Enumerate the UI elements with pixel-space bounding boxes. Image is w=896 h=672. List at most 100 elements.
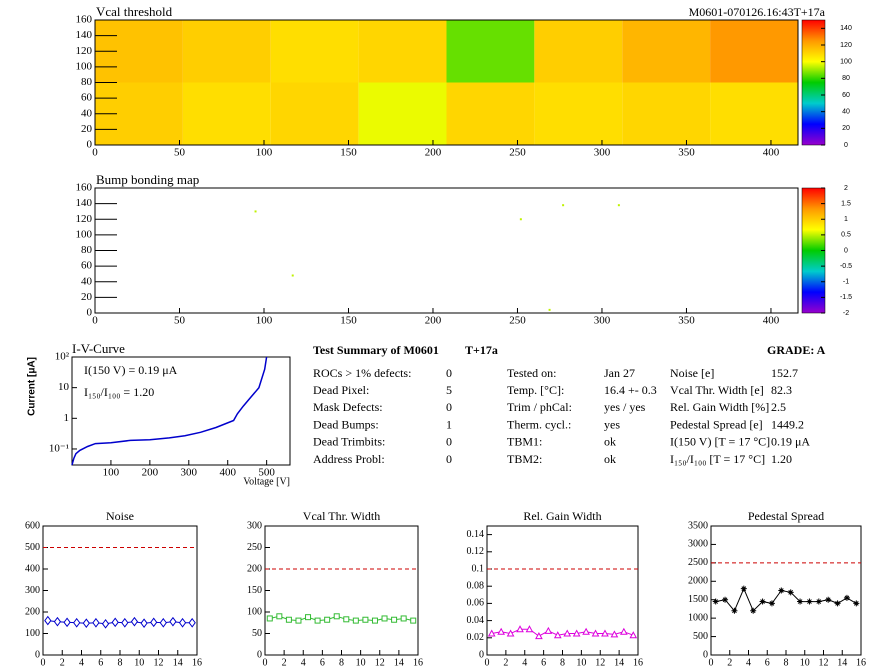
heatmap-cell	[710, 20, 798, 83]
x-tick-label: 6	[541, 657, 546, 668]
x-tick-label: 300	[181, 467, 198, 479]
summary-value: 0.19 μA	[771, 435, 810, 449]
y-tick-label: 120	[76, 45, 93, 57]
marker	[834, 600, 841, 607]
marker	[362, 616, 369, 623]
marker	[410, 617, 417, 624]
x-tick-label: 100	[256, 315, 273, 327]
heatmap-cell	[182, 82, 271, 145]
marker	[73, 617, 81, 628]
marker	[159, 617, 167, 628]
y-tick-label: 100	[247, 606, 262, 617]
y-tick-label: 400	[25, 563, 40, 574]
x-tick-label: 100	[103, 467, 120, 479]
summary-label: Address Probl:	[313, 452, 385, 466]
summary-value: 16.4 +- 0.3	[604, 383, 657, 397]
x-tick-label: 2	[727, 657, 732, 668]
x-tick-label: 400	[763, 315, 780, 327]
y-tick-label: 0.08	[467, 580, 485, 591]
y-tick-label: 20	[81, 291, 93, 303]
marker	[44, 615, 52, 626]
y-tick-label: 0	[703, 649, 708, 660]
marker	[750, 607, 757, 614]
y-tick-label: 120	[76, 213, 93, 225]
marker	[825, 596, 832, 603]
x-tick-label: 0	[41, 657, 46, 668]
data-line	[269, 615, 414, 622]
marker	[381, 615, 388, 622]
y-tick-label: 0	[35, 649, 40, 660]
y-tick-label: 0	[87, 139, 93, 151]
summary-value: 0	[446, 452, 452, 466]
marker	[506, 629, 515, 637]
marker	[712, 598, 719, 605]
summary-label: Pedestal Spread [e]	[670, 417, 763, 431]
x-tick-label: 50	[174, 315, 186, 327]
marker	[582, 627, 590, 635]
z-tick-label: 2	[844, 185, 848, 192]
x-tick-label: 350	[678, 147, 695, 159]
y-tick-label: 2500	[688, 557, 708, 568]
x-tick-label: 100	[256, 147, 273, 159]
summary-label: Noise [e]	[670, 366, 714, 380]
annotation: I₁₅₀/I₁₀₀ = 1.20	[84, 385, 154, 399]
heatmap-cell	[358, 20, 447, 83]
hit-pixel	[519, 218, 522, 221]
summary-label: Rel. Gain Width [%]	[670, 400, 769, 414]
x-tick-label: 300	[594, 147, 611, 159]
marker	[843, 594, 850, 601]
y-tick-label: 140	[76, 197, 93, 209]
y-tick-label: 500	[693, 631, 708, 642]
x-tick-label: 16	[856, 657, 866, 668]
y-tick-label: 1500	[688, 594, 708, 605]
panel-title: Vcal Thr. Width	[303, 509, 380, 523]
z-tick-label: 120	[840, 42, 852, 49]
x-tick-label: 2	[60, 657, 65, 668]
x-tick-label: 4	[79, 657, 84, 668]
data-line	[71, 356, 268, 466]
marker	[497, 627, 505, 635]
panel: Rel. Gain Width 0 0.02 0.04 0.06 0.08 0.1 0.12 0…	[467, 509, 644, 669]
data-line	[491, 628, 634, 637]
marker	[130, 616, 139, 627]
x-tick-label: 12	[375, 657, 385, 668]
summary-label: Dead Bumps:	[313, 417, 379, 431]
marker	[188, 617, 196, 628]
marker	[266, 615, 273, 622]
x-tick-label: 150	[340, 147, 357, 159]
z-tick-label: 0	[844, 142, 848, 149]
marker	[572, 629, 581, 637]
marker	[722, 596, 729, 603]
x-tick-label: 0	[485, 657, 490, 668]
summary-value: 82.3	[771, 383, 792, 397]
y-tick-label: 3000	[688, 539, 708, 550]
x-tick-label: 16	[633, 657, 643, 668]
summary-label: I₁₅₀/I₁₀₀ [T = 17 °C]	[670, 452, 765, 466]
summary-label: TBM1:	[507, 435, 542, 449]
summary-value: 2.5	[771, 400, 786, 414]
hit-pixel	[562, 204, 565, 207]
x-tick-label: 6	[765, 657, 770, 668]
summary-value: ok	[604, 452, 616, 466]
color-bar	[801, 19, 826, 146]
summary-value: 1449.2	[771, 417, 804, 431]
summary-value: 152.7	[771, 366, 798, 380]
x-tick-label: 14	[173, 657, 183, 668]
marker	[759, 598, 766, 605]
x-tick-label: 10	[356, 657, 366, 668]
x-tick-label: 4	[522, 657, 527, 668]
y-tick-label: 500	[25, 542, 40, 553]
y-tick-label: 60	[81, 260, 93, 272]
x-tick-label: 6	[98, 657, 103, 668]
summary-label: TBM2:	[507, 452, 542, 466]
y-tick-label: 0.02	[467, 632, 485, 643]
summary-label: Dead Trimbits:	[313, 435, 385, 449]
y-tick-label: 0.1	[472, 563, 485, 574]
x-tick-label: 14	[614, 657, 624, 668]
x-tick-label: 10	[576, 657, 586, 668]
summary-label: ROCs > 1% defects:	[313, 366, 411, 380]
x-tick-label: 250	[509, 315, 526, 327]
y-tick-label: 0.06	[467, 598, 485, 609]
x-tick-label: 16	[413, 657, 423, 668]
